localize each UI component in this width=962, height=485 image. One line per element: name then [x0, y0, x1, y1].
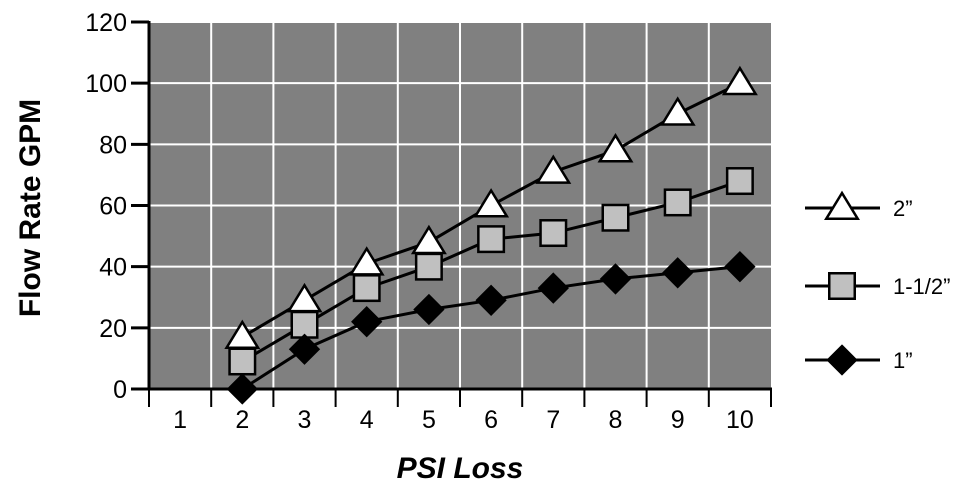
grid: [149, 21, 771, 389]
x-axis-ticks: 1 2 3 4 5 6 7 8 9 10: [148, 389, 772, 434]
y-tick-label: 0: [113, 376, 127, 404]
data-point: [290, 310, 319, 339]
x-tick-label: 9: [671, 406, 685, 434]
data-point: [537, 272, 569, 304]
y-tick-label: 40: [99, 254, 127, 282]
legend-label: 2”: [893, 196, 913, 221]
data-point: [475, 284, 507, 316]
data-point: [228, 347, 257, 376]
series-1: [224, 65, 758, 350]
data-point: [539, 219, 568, 248]
y-tick-label: 60: [99, 193, 127, 221]
data-point: [352, 274, 381, 303]
x-tick-label: 1: [173, 406, 187, 434]
y-axis-title: Flow Rate GPM: [14, 99, 47, 317]
y-tick-label: 120: [85, 9, 127, 37]
legend-label: 1-1/2”: [893, 274, 950, 299]
data-point: [351, 306, 383, 338]
data-point: [663, 188, 692, 217]
data-point: [597, 133, 634, 163]
data-point: [662, 257, 694, 289]
y-tick-label: 80: [99, 131, 127, 159]
data-point: [659, 96, 696, 126]
x-tick-label: 2: [235, 406, 249, 434]
x-tick-label: 6: [484, 406, 498, 434]
data-point: [413, 293, 445, 326]
x-tick-label: 4: [360, 406, 374, 434]
legend-label: 1”: [893, 348, 913, 373]
data-point: [473, 188, 510, 218]
data-point: [226, 373, 258, 405]
x-tick-label: 7: [546, 406, 560, 434]
x-tick-label: 10: [726, 406, 754, 434]
y-tick-label: 100: [85, 70, 127, 98]
legend-marker: [826, 344, 858, 376]
series-2: [228, 167, 754, 376]
data-point: [601, 203, 630, 232]
x-tick-label: 8: [609, 406, 623, 434]
data-point: [721, 65, 758, 96]
x-tick-label: 5: [422, 406, 436, 434]
data-point: [477, 225, 506, 254]
y-tick-label: 20: [99, 315, 127, 343]
y-axis-ticks: 0 20 40 60 80 100 120: [85, 9, 149, 404]
legend-item: 2”: [805, 190, 913, 221]
data-point: [535, 154, 572, 184]
x-axis-title: PSI Loss: [397, 452, 524, 485]
legend-item: 1”: [805, 344, 913, 376]
data-point: [288, 333, 321, 365]
legend-marker: [828, 272, 856, 300]
series-3: [226, 251, 756, 405]
legend-item: 1-1/2”: [805, 272, 950, 300]
data-point: [724, 251, 756, 283]
legend: 2” 1-1/2” 1”: [805, 190, 950, 376]
data-point: [599, 263, 632, 295]
x-tick-label: 3: [298, 406, 312, 434]
data-point: [414, 252, 443, 281]
data-point: [725, 167, 754, 196]
legend-marker: [824, 190, 860, 221]
series-group: [224, 65, 758, 405]
